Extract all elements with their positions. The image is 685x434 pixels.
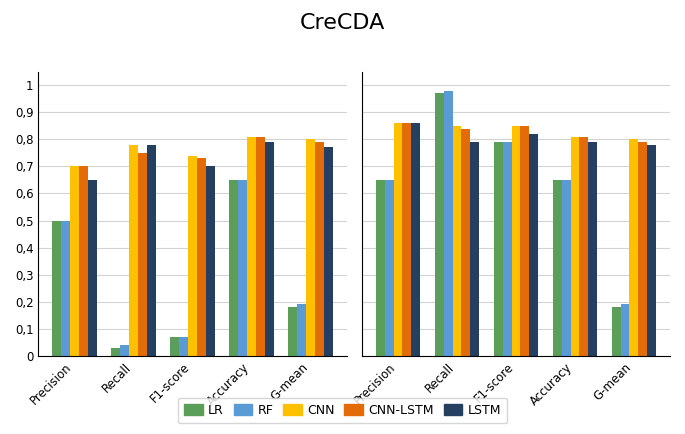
Bar	[512, 126, 521, 356]
Bar	[197, 158, 205, 356]
Bar	[238, 180, 247, 356]
Bar	[376, 180, 385, 356]
Bar	[638, 142, 647, 356]
Bar	[62, 220, 70, 356]
Bar	[206, 166, 214, 356]
Bar	[70, 166, 79, 356]
Bar	[621, 305, 630, 356]
Bar	[171, 337, 179, 356]
Bar	[121, 345, 129, 356]
Bar	[256, 137, 264, 356]
Bar	[53, 220, 62, 356]
Bar	[588, 142, 597, 356]
Bar	[503, 142, 512, 356]
Bar	[647, 145, 656, 356]
Bar	[247, 137, 256, 356]
Bar	[494, 142, 503, 356]
Bar	[553, 180, 562, 356]
Bar	[403, 123, 411, 356]
Bar	[297, 305, 306, 356]
Bar	[129, 145, 138, 356]
Bar	[444, 91, 453, 356]
Bar	[324, 148, 332, 356]
Bar	[612, 307, 621, 356]
Bar	[630, 139, 638, 356]
Bar	[264, 142, 273, 356]
Bar	[394, 123, 403, 356]
Bar	[88, 180, 97, 356]
Bar	[471, 142, 479, 356]
Bar	[521, 126, 530, 356]
Bar	[138, 153, 147, 356]
Legend: LR, RF, CNN, CNN-LSTM, LSTM: LR, RF, CNN, CNN-LSTM, LSTM	[178, 398, 507, 424]
Bar	[79, 166, 88, 356]
Bar	[288, 307, 297, 356]
Bar	[229, 180, 238, 356]
Bar	[530, 134, 538, 356]
Bar	[435, 93, 444, 356]
Bar	[147, 145, 155, 356]
Bar	[580, 137, 588, 356]
Bar	[571, 137, 580, 356]
Bar	[112, 348, 121, 356]
Bar	[562, 180, 571, 356]
Bar	[188, 156, 197, 356]
Bar	[453, 126, 462, 356]
Bar	[462, 128, 471, 356]
Bar	[315, 142, 324, 356]
Text: CreCDA: CreCDA	[300, 13, 385, 33]
Bar	[306, 139, 315, 356]
Bar	[385, 180, 394, 356]
Bar	[411, 123, 420, 356]
Bar	[179, 337, 188, 356]
